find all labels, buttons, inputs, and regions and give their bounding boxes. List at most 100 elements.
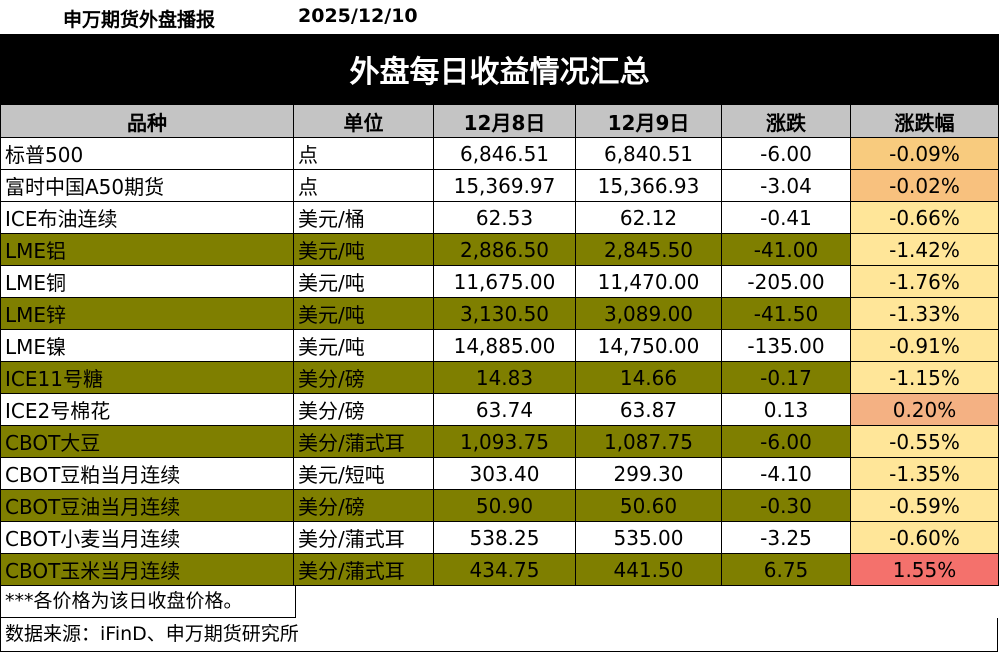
pct-change-cell: -0.55%: [850, 425, 999, 458]
change-cell: -135.00: [721, 329, 851, 362]
change-cell: -4.10: [721, 457, 851, 490]
price-date2-cell: 1,087.75: [575, 425, 722, 458]
price-date1-cell: 14,885.00: [433, 329, 576, 362]
price-date1-cell: 63.74: [433, 393, 576, 426]
table-row: ICE2号棉花 美分/磅 63.74 63.87 0.13 0.20%: [0, 393, 999, 426]
table-row: ICE布油连续 美元/桶 62.53 62.12 -0.41 -0.66%: [0, 201, 999, 234]
unit-cell: 点: [293, 137, 434, 170]
variety-cell: ICE2号棉花: [0, 393, 294, 426]
table-row: LME铜 美元/吨 11,675.00 11,470.00 -205.00 -1.76%: [0, 265, 999, 298]
change-cell: -3.04: [721, 169, 851, 202]
table-row: 富时中国A50期货点 15,369.97 15,366.93 -3.04 -0.02%: [0, 169, 999, 202]
change-cell: -205.00: [721, 265, 851, 298]
variety-cell: ICE布油连续: [0, 201, 294, 234]
pct-change-cell: -1.35%: [850, 457, 999, 490]
price-date2-cell: 535.00: [575, 521, 722, 554]
table-row: CBOT小麦当月连续 美分/蒲式耳 538.25 535.00 -3.25 -0.60%: [0, 521, 999, 554]
price-date1-cell: 50.90: [433, 489, 576, 522]
variety-cell: CBOT玉米当月连续: [0, 553, 294, 586]
price-date2-cell: 62.12: [575, 201, 722, 234]
variety-cell: CBOT豆粕当月连续: [0, 457, 294, 490]
table-row: LME镍 美元/吨 14,885.00 14,750.00 -135.00 -0.91%: [0, 329, 999, 362]
col-header-unit: 单位: [293, 104, 434, 138]
table-row: CBOT大豆 美分/蒲式耳 1,093.75 1,087.75 -6.00 -0.55%: [0, 425, 999, 458]
unit-cell: 美元/吨: [293, 233, 434, 266]
table-row: CBOT豆油当月连续 美分/磅 50.90 50.60 -0.30 -0.59%: [0, 489, 999, 522]
change-cell: -0.41: [721, 201, 851, 234]
price-date1-cell: 11,675.00: [433, 265, 576, 298]
unit-cell: 美分/磅: [293, 489, 434, 522]
col-header-variety: 品种: [0, 104, 294, 138]
pct-change-cell: 1.55%: [850, 553, 999, 586]
price-date1-cell: 6,846.51: [433, 137, 576, 170]
price-date1-cell: 434.75: [433, 553, 576, 586]
change-cell: -0.30: [721, 489, 851, 522]
variety-cell: CBOT豆油当月连续: [0, 489, 294, 522]
unit-cell: 美元/短吨: [293, 457, 434, 490]
org-name: 申万期货外盘播报: [63, 9, 216, 31]
variety-cell: 标普500: [0, 137, 294, 170]
col-header-change: 涨跌: [721, 104, 851, 138]
unit-cell: 美分/蒲式耳: [293, 425, 434, 458]
variety-cell: LME铜: [0, 265, 294, 298]
unit-cell: 点: [293, 169, 434, 202]
pct-change-cell: -1.42%: [850, 233, 999, 266]
pct-change-cell: 0.20%: [850, 393, 999, 426]
table-row: CBOT玉米当月连续 美分/蒲式耳 434.75 441.50 6.75 1.55%: [0, 553, 999, 586]
col-header-pct-change: 涨跌幅: [850, 104, 999, 138]
col-header-date2: 12月9日: [575, 104, 722, 138]
col-header-date1: 12月8日: [433, 104, 576, 138]
table-title: 外盘每日收益情况汇总: [0, 34, 999, 104]
change-cell: 0.13: [721, 393, 851, 426]
variety-cell: ICE11号糖: [0, 361, 294, 394]
change-cell: -0.17: [721, 361, 851, 394]
price-date1-cell: 1,093.75: [433, 425, 576, 458]
variety-cell: CBOT小麦当月连续: [0, 521, 294, 554]
price-date2-cell: 14,750.00: [575, 329, 722, 362]
price-date1-cell: 15,369.97: [433, 169, 576, 202]
pct-change-cell: -1.76%: [850, 265, 999, 298]
unit-cell: 美元/吨: [293, 265, 434, 298]
variety-cell: LME铝: [0, 233, 294, 266]
pct-change-cell: -0.66%: [850, 201, 999, 234]
unit-cell: 美元/吨: [293, 297, 434, 330]
change-cell: -3.25: [721, 521, 851, 554]
pct-change-cell: -1.33%: [850, 297, 999, 330]
table-row: LME铝 美元/吨 2,886.50 2,845.50 -41.00 -1.42%: [0, 233, 999, 266]
price-date2-cell: 11,470.00: [575, 265, 722, 298]
variety-cell: LME锌: [0, 297, 294, 330]
price-date2-cell: 15,366.93: [575, 169, 722, 202]
unit-cell: 美分/磅: [293, 393, 434, 426]
table-header-row: 品种 单位 12月8日 12月9日 涨跌 涨跌幅: [0, 104, 999, 138]
table-body: 标普500 点 6,846.51 6,840.51 -6.00 -0.09% 富时中国A50…: [0, 137, 999, 586]
change-cell: -41.00: [721, 233, 851, 266]
variety-cell: CBOT大豆: [0, 425, 294, 458]
price-date2-cell: 6,840.51: [575, 137, 722, 170]
data-source: 数据来源：iFinD、申万期货研究所: [0, 618, 998, 652]
price-date2-cell: 299.30: [575, 457, 722, 490]
pct-change-cell: -1.15%: [850, 361, 999, 394]
pct-change-cell: -0.91%: [850, 329, 999, 362]
pct-change-cell: -0.60%: [850, 521, 999, 554]
price-date2-cell: 2,845.50: [575, 233, 722, 266]
pct-change-cell: -0.59%: [850, 489, 999, 522]
change-cell: 6.75: [721, 553, 851, 586]
price-date1-cell: 538.25: [433, 521, 576, 554]
price-date1-cell: 62.53: [433, 201, 576, 234]
price-date2-cell: 14.66: [575, 361, 722, 394]
change-cell: -6.00: [721, 137, 851, 170]
table-row: LME锌 美元/吨 3,130.50 3,089.00 -41.50 -1.33%: [0, 297, 999, 330]
price-note: ***各价格为该日收盘价格。: [0, 586, 296, 618]
unit-cell: 美分/蒲式耳: [293, 521, 434, 554]
unit-cell: 美分/磅: [293, 361, 434, 394]
report-date: 2025/12/10: [298, 5, 418, 27]
change-cell: -41.50: [721, 297, 851, 330]
price-date1-cell: 303.40: [433, 457, 576, 490]
report-header: 申万期货外盘播报 2025/12/10: [0, 0, 999, 34]
unit-cell: 美元/吨: [293, 329, 434, 362]
table-row: CBOT豆粕当月连续 美元/短吨 303.40 299.30 -4.10 -1.35%: [0, 457, 999, 490]
price-date2-cell: 50.60: [575, 489, 722, 522]
returns-table: 品种 单位 12月8日 12月9日 涨跌 涨跌幅 标普500 点 6,846.51 6…: [0, 104, 999, 586]
price-date2-cell: 63.87: [575, 393, 722, 426]
pct-change-cell: -0.02%: [850, 169, 999, 202]
